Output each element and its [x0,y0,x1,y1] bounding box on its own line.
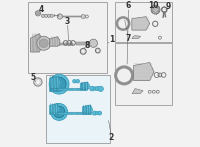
Circle shape [39,39,48,48]
Circle shape [90,86,94,91]
Text: 3: 3 [65,17,70,26]
Circle shape [36,12,39,15]
Circle shape [151,5,160,14]
Text: 1: 1 [109,35,114,44]
Circle shape [95,86,100,91]
Bar [62,16,82,17]
Polygon shape [50,103,59,114]
Bar [115,42,172,105]
Circle shape [37,36,51,50]
Polygon shape [134,62,154,81]
Circle shape [92,111,96,115]
Bar [50,112,91,114]
Text: 7: 7 [126,34,131,43]
Text: 10: 10 [149,1,159,10]
Circle shape [73,80,76,83]
Polygon shape [132,36,141,39]
Circle shape [76,80,80,83]
Circle shape [52,77,66,91]
Text: 6: 6 [126,1,131,10]
Polygon shape [31,34,42,52]
Polygon shape [82,105,93,114]
Circle shape [98,111,102,115]
Bar [50,43,73,45]
Circle shape [89,39,98,47]
Polygon shape [132,17,150,30]
Text: 2: 2 [109,133,114,142]
Circle shape [98,86,103,91]
Circle shape [41,14,45,17]
Bar [28,2,107,73]
Circle shape [153,7,158,12]
Circle shape [53,106,65,118]
Circle shape [50,14,53,17]
Bar [31,43,44,45]
Circle shape [47,14,50,17]
Polygon shape [50,37,60,46]
Circle shape [49,74,69,94]
Circle shape [35,11,41,16]
Circle shape [96,111,99,115]
Circle shape [81,14,85,19]
Bar [115,2,172,42]
Bar [50,88,86,90]
Polygon shape [132,88,143,94]
Circle shape [93,87,97,90]
Polygon shape [80,82,90,90]
Text: 8: 8 [85,41,90,50]
Circle shape [44,14,48,17]
Text: 4: 4 [38,5,43,14]
Circle shape [51,103,68,120]
Bar [46,75,110,143]
Text: 5: 5 [30,73,35,82]
Text: 9: 9 [166,2,171,11]
Bar [76,42,91,45]
Circle shape [57,14,62,19]
Polygon shape [50,76,60,91]
